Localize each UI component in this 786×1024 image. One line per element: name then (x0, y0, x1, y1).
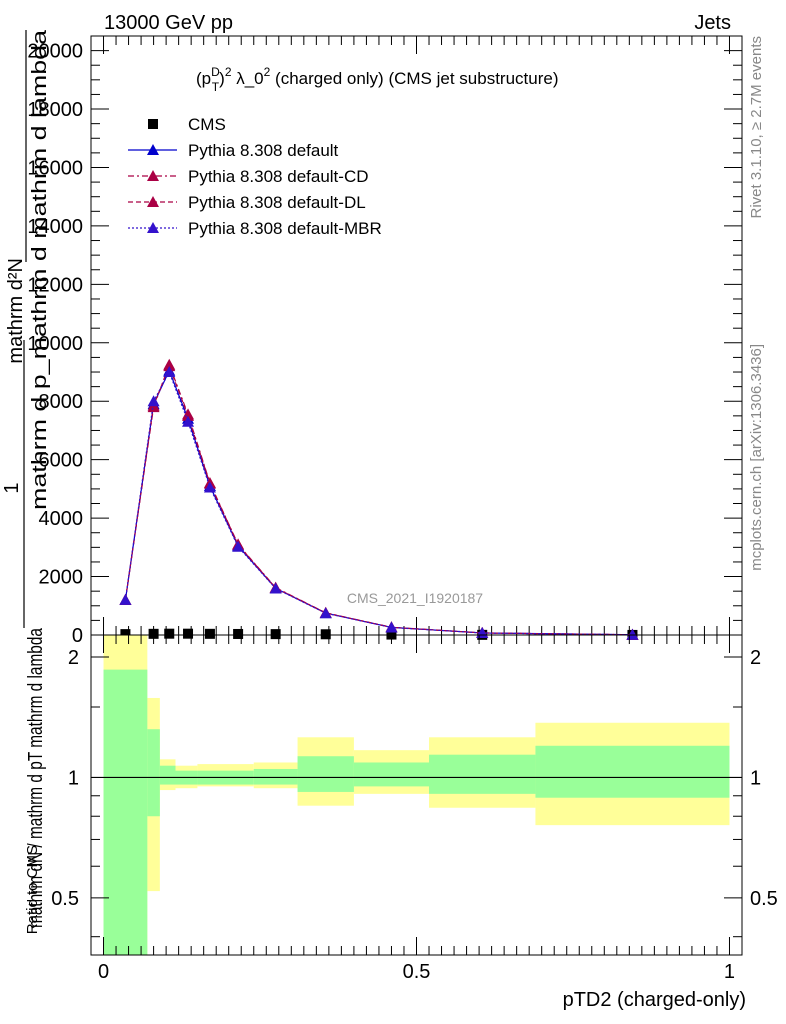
ratio-inner-band (353, 762, 430, 787)
cms-data-point (120, 629, 131, 640)
legend-entry: Pythia 8.308 default-CD (128, 167, 369, 186)
main-y-axis: 0 2000 4000 6000 8000 10000 12000 14000 16000 180… (27, 41, 742, 647)
ratio-y-tick-label-right: 1 (750, 767, 761, 789)
legend-label: Pythia 8.308 default-DL (188, 193, 366, 212)
plot-title-sub-t: T (212, 80, 220, 94)
series-marker (182, 415, 195, 427)
ratio-x-axis: 0 0.5 1 (98, 635, 735, 983)
x-axis-label: pTD2 (charged-only) (563, 989, 746, 1011)
legend: CMS Pythia 8.308 default Pythia 8.308 defa… (128, 115, 382, 238)
main-y-tick-label: 14000 (27, 216, 83, 238)
cms-data-point (148, 628, 159, 639)
legend-marker (148, 119, 158, 129)
legend-entry: Pythia 8.308 default-DL (128, 193, 366, 212)
cms-data-point (183, 628, 194, 639)
cms-data-point (204, 628, 215, 639)
ylabel-one: 1 (1, 482, 23, 493)
ratio-inner-band (429, 754, 536, 794)
ratio-inner-band (159, 765, 176, 785)
series-marker (319, 607, 332, 619)
header-right-label: Jets (694, 12, 731, 34)
main-y-tick-label: 0 (72, 625, 83, 647)
ratio-inner-band (253, 768, 298, 785)
ylabel-top: mathrm d²N (5, 258, 27, 364)
series-marker (232, 540, 245, 552)
legend-entry: Pythia 8.308 default (128, 141, 339, 160)
main-y-tick-label: 18000 (27, 99, 83, 121)
legend-entry: CMS (148, 115, 226, 134)
legend-marker (147, 222, 159, 233)
cms-data-point (320, 629, 331, 640)
plot-title-sup-2b: 2 (264, 65, 271, 79)
main-y-tick-label: 2000 (39, 567, 84, 589)
header-left-label: 13000 GeV pp (104, 12, 233, 34)
plot-title-close: ) (219, 69, 225, 88)
legend-label: Pythia 8.308 default-MBR (188, 219, 382, 238)
series-marker (147, 395, 160, 407)
series-marker (269, 582, 282, 594)
legend-label: Pythia 8.308 default (188, 141, 339, 160)
mcplots-label: mcplots.cern.ch [arXiv:1306.3436] (748, 344, 765, 571)
main-y-tick-label: 10000 (27, 333, 83, 355)
series-marker (163, 366, 176, 378)
ratio-y-tick-label: 2 (68, 647, 79, 669)
main-watermark: CMS_2021_I1920187 (347, 590, 483, 606)
x-tick-label: 0 (98, 961, 109, 983)
cms-data-point (164, 628, 175, 639)
cms-data-point (233, 628, 244, 639)
plot-title-p: (p (196, 69, 211, 88)
ratio-y-tick-label-right: 2 (750, 647, 761, 669)
plot-title: (pD T)2 λ_02 (charged only) (CMS jet subs… (196, 65, 558, 94)
ratio-y-tick-label: 1 (68, 767, 79, 789)
cms-data-point (270, 629, 281, 640)
ratio-y-axis: 0.5 0.5 1 1 2 2 (51, 647, 778, 938)
plot-title-sup-2a: 2 (225, 65, 232, 79)
series-line (124, 364, 633, 636)
legend-label: Pythia 8.308 default-CD (188, 167, 369, 186)
plot-title-rest: (charged only) (CMS jet substructure) (270, 69, 558, 88)
ratio-plot-panel: 0.5 0.51 12 2 0 0.5 1 Ratio to CMS pTD2 (char… (24, 634, 778, 1011)
main-y-tick-label: 20000 (27, 41, 83, 63)
main-y-tick-label: 4000 (39, 508, 84, 530)
main-plot-panel: 0 2000 4000 6000 8000 10000 12000 14000 16000 180… (1, 29, 743, 928)
ratio-inner-band (103, 669, 148, 955)
legend-entry: Pythia 8.308 default-MBR (128, 219, 382, 238)
ratio-inner-band (297, 756, 354, 792)
legend-marker (147, 196, 159, 207)
plot-title-sup-d: D (211, 65, 220, 79)
main-y-axis-label: mathrm d²N mathrm d p_mathrm d mathrm d … (1, 29, 51, 928)
ylabel-mid: mathrm d p_mathrm d mathrm d lambda (29, 29, 51, 510)
main-x-ticks (103, 36, 730, 635)
main-series-group (119, 358, 639, 640)
ratio-bands (103, 635, 730, 955)
x-tick-label: 1 (724, 961, 735, 983)
legend-label: CMS (188, 115, 226, 134)
x-tick-label: 0.5 (403, 961, 431, 983)
ratio-inner-band (147, 729, 160, 817)
ratio-y-tick-label: 0.5 (51, 888, 79, 910)
main-y-tick-label: 8000 (39, 391, 84, 413)
rivet-version-label: Rivet 3.1.10, ≥ 2.7M events (748, 36, 765, 219)
series-marker (182, 409, 195, 421)
plot-title-lambda: λ_0 (232, 69, 264, 88)
series-4 (119, 366, 639, 640)
main-y-tick-label: 16000 (27, 157, 83, 179)
ratio-inner-band (535, 745, 730, 798)
ratio-y-tick-label-right: 0.5 (750, 888, 778, 910)
legend-marker (147, 144, 159, 155)
legend-marker (147, 170, 159, 181)
ratio-y-axis-label: Ratio to CMS (24, 845, 41, 934)
main-y-tick-label: 6000 (39, 450, 84, 472)
series-marker (119, 593, 132, 605)
series-marker (385, 621, 398, 633)
main-y-tick-label: 12000 (27, 274, 83, 296)
series-marker (203, 481, 216, 493)
ylabel-bottom: mathrm dN / mathrm d pT mathrm d lambda (25, 627, 47, 928)
series-marker (163, 360, 176, 372)
